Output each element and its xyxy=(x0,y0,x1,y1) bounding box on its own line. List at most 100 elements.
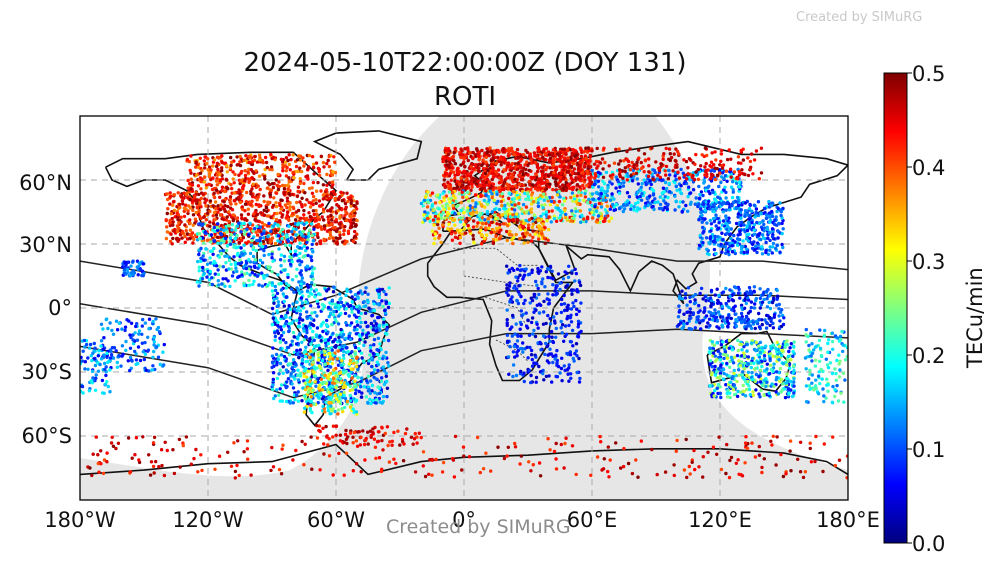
roti-point xyxy=(195,173,199,177)
roti-point xyxy=(165,197,170,202)
roti-point xyxy=(203,230,207,234)
roti-point xyxy=(164,218,168,223)
roti-point xyxy=(325,194,329,198)
roti-point xyxy=(171,236,175,241)
roti-point xyxy=(545,219,549,223)
roti-point xyxy=(482,236,487,241)
roti-point xyxy=(291,211,295,216)
roti-point xyxy=(338,233,342,237)
roti-point xyxy=(570,178,575,182)
roti-point xyxy=(194,165,198,169)
roti-point xyxy=(321,404,325,409)
roti-point xyxy=(425,216,430,221)
roti-point xyxy=(308,214,312,219)
roti-point xyxy=(179,215,183,219)
roti-point xyxy=(343,241,347,245)
roti-point xyxy=(583,195,588,199)
roti-point xyxy=(250,271,254,275)
roti-point xyxy=(214,188,219,192)
roti-point xyxy=(298,348,302,352)
roti-point xyxy=(270,252,274,256)
roti-point xyxy=(251,194,255,199)
roti-point xyxy=(537,234,541,238)
roti-point xyxy=(130,359,134,363)
roti-point xyxy=(329,195,334,199)
roti-point xyxy=(545,165,549,169)
roti-point xyxy=(356,323,360,327)
roti-point xyxy=(358,316,362,320)
roti-point xyxy=(609,216,614,220)
roti-point xyxy=(510,172,514,176)
roti-point xyxy=(478,218,482,222)
roti-point xyxy=(474,177,478,181)
roti-point xyxy=(350,388,355,392)
roti-point xyxy=(541,192,546,196)
roti-point xyxy=(172,229,176,233)
roti-point xyxy=(307,294,311,298)
roti-point xyxy=(216,222,220,226)
roti-point xyxy=(205,161,209,166)
roti-point xyxy=(349,321,354,325)
roti-point xyxy=(345,381,349,385)
roti-point xyxy=(263,223,267,227)
roti-point xyxy=(524,171,528,176)
roti-point xyxy=(571,216,576,221)
roti-point xyxy=(503,159,507,163)
roti-point xyxy=(268,240,272,244)
roti-point xyxy=(367,306,371,310)
roti-point xyxy=(277,372,281,376)
roti-point xyxy=(298,263,302,267)
roti-point xyxy=(327,395,331,399)
roti-point xyxy=(549,199,554,204)
roti-point xyxy=(310,234,314,238)
roti-point xyxy=(253,265,257,270)
roti-point xyxy=(330,322,334,327)
roti-point xyxy=(292,290,296,294)
roti-point xyxy=(309,287,313,291)
roti-point xyxy=(226,204,230,209)
roti-point xyxy=(234,246,239,250)
roti-point xyxy=(248,251,253,256)
roti-point xyxy=(530,193,534,197)
roti-point xyxy=(340,193,344,197)
roti-point xyxy=(500,203,504,208)
roti-point xyxy=(226,187,230,191)
roti-point xyxy=(458,150,462,155)
roti-point xyxy=(475,148,479,152)
roti-point xyxy=(243,179,247,183)
roti-point xyxy=(305,198,309,202)
roti-point xyxy=(343,311,348,316)
roti-point xyxy=(204,186,208,190)
roti-point xyxy=(423,210,427,214)
roti-point xyxy=(328,209,333,213)
roti-point xyxy=(445,171,449,176)
roti-point xyxy=(305,310,309,314)
roti-point xyxy=(528,179,532,184)
roti-point xyxy=(300,301,305,305)
roti-point xyxy=(479,225,483,230)
roti-point xyxy=(321,183,326,187)
roti-point xyxy=(487,198,491,202)
roti-point xyxy=(227,219,231,224)
roti-point xyxy=(707,184,711,188)
roti-point xyxy=(566,169,570,174)
roti-point xyxy=(487,153,491,158)
roti-point xyxy=(306,369,311,373)
roti-point xyxy=(543,226,547,230)
roti-point xyxy=(674,199,678,203)
roti-point xyxy=(578,146,583,150)
roti-point xyxy=(308,383,312,387)
roti-point xyxy=(447,165,451,170)
roti-point xyxy=(271,361,275,365)
roti-point xyxy=(247,267,251,271)
roti-point xyxy=(522,235,526,239)
roti-point xyxy=(124,272,128,276)
roti-point xyxy=(453,235,458,239)
roti-point xyxy=(316,215,320,219)
roti-point xyxy=(147,317,152,321)
roti-point xyxy=(281,371,285,375)
roti-point xyxy=(502,156,506,160)
roti-point xyxy=(510,149,515,153)
roti-point xyxy=(480,221,485,226)
roti-point xyxy=(200,223,204,227)
